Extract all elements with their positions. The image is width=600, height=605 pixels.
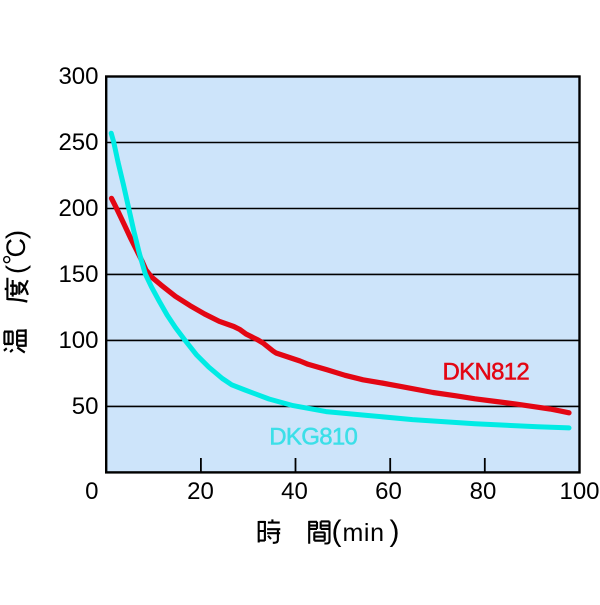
svg-text:(min): (min) [332, 515, 400, 548]
svg-text:20: 20 [187, 478, 214, 505]
svg-text:40: 40 [281, 478, 308, 505]
svg-text:200: 200 [58, 195, 98, 222]
svg-text:150: 150 [58, 261, 98, 288]
svg-text:DKN812: DKN812 [443, 359, 530, 386]
svg-text:100: 100 [559, 478, 599, 505]
svg-text:300: 300 [58, 63, 98, 90]
svg-text:50: 50 [72, 393, 99, 420]
svg-text:80: 80 [470, 478, 497, 505]
svg-text:250: 250 [58, 129, 98, 156]
svg-text:DKG810: DKG810 [269, 423, 357, 450]
svg-text:100: 100 [58, 327, 98, 354]
svg-text:(°C): (°C) [0, 230, 31, 274]
svg-text:60: 60 [375, 478, 402, 505]
svg-text:0: 0 [85, 478, 98, 505]
